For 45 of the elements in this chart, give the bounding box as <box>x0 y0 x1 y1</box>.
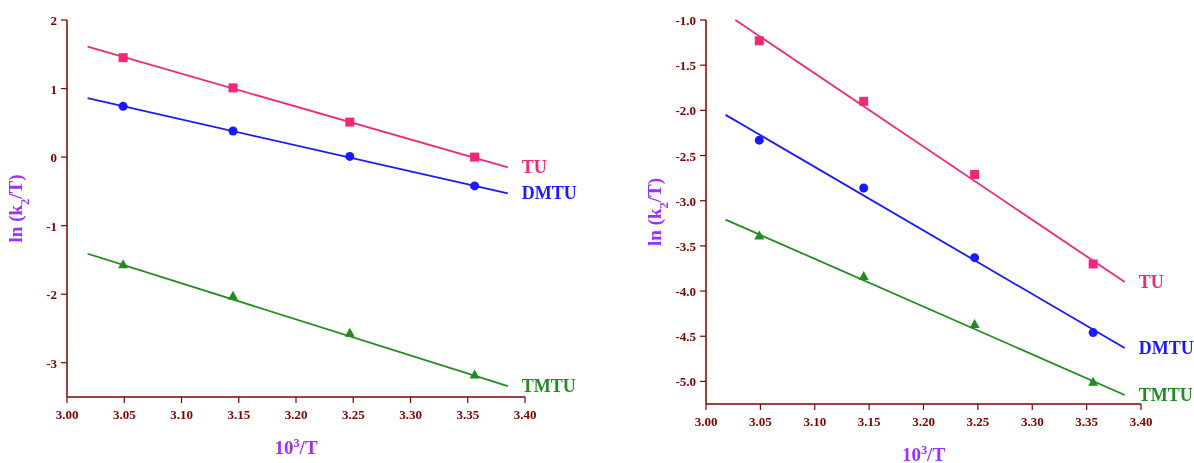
point <box>970 170 980 179</box>
series-label: TMTU <box>1138 384 1193 405</box>
x-tick-label: 3.25 <box>966 414 990 429</box>
y-tick-label: -2.5 <box>675 148 697 164</box>
y-tick-label: -1.0 <box>675 13 696 28</box>
y-tick-label: -2 <box>46 287 57 303</box>
x-tick-label: 3.05 <box>749 414 773 429</box>
x-tick-label: 3.15 <box>857 414 881 429</box>
x-tick-label: 3.10 <box>170 407 193 422</box>
y-tick-label: 1 <box>50 81 57 97</box>
x-tick-label: 3.20 <box>912 414 935 429</box>
x-axis-title: 10$^{3}$/T <box>901 443 946 463</box>
x-tick-label: 3.10 <box>803 414 827 429</box>
x-tick-label: 3.30 <box>399 407 422 422</box>
x-tick-label: 3.20 <box>284 407 308 422</box>
y-tick-label: -3 <box>46 355 58 371</box>
x-tick-label: 3.05 <box>112 407 137 422</box>
point <box>969 318 980 328</box>
y-tick-label: -2.0 <box>675 103 696 119</box>
series-label: DMTU <box>521 183 577 204</box>
x-tick-label: 3.40 <box>513 407 537 422</box>
x-tick-label: 3.40 <box>1129 414 1153 429</box>
point <box>754 135 764 145</box>
y-tick-label: 2 <box>50 13 57 28</box>
x-tick-label: 3.00 <box>694 414 718 429</box>
x-tick-label: 3.00 <box>55 407 79 422</box>
series-label: TU <box>1138 272 1164 293</box>
y-tick-label: -5.0 <box>675 374 696 390</box>
y-tick-label: -1 <box>46 218 57 234</box>
x-tick-label: 3.35 <box>456 407 480 422</box>
series-label: TU <box>521 157 547 178</box>
x-tick-label: 3.15 <box>227 407 251 422</box>
y-tick-label: -3.0 <box>675 193 696 209</box>
y-tick-label: 0 <box>50 150 57 166</box>
y-tick-label: -1.5 <box>675 58 697 74</box>
series-label: TMTU <box>521 376 576 397</box>
x-tick-label: 3.35 <box>1075 414 1099 429</box>
x-tick-label: 3.25 <box>341 407 366 422</box>
y-tick-label: -4.0 <box>675 284 696 300</box>
series-label: DMTU <box>1138 337 1194 358</box>
y-tick-label: -4.5 <box>675 329 697 345</box>
y-tick-label: -3.5 <box>675 238 697 254</box>
x-tick-label: 3.30 <box>1020 414 1044 429</box>
point <box>859 183 869 193</box>
x-axis-title: 10$^{3}$/T <box>274 436 318 458</box>
